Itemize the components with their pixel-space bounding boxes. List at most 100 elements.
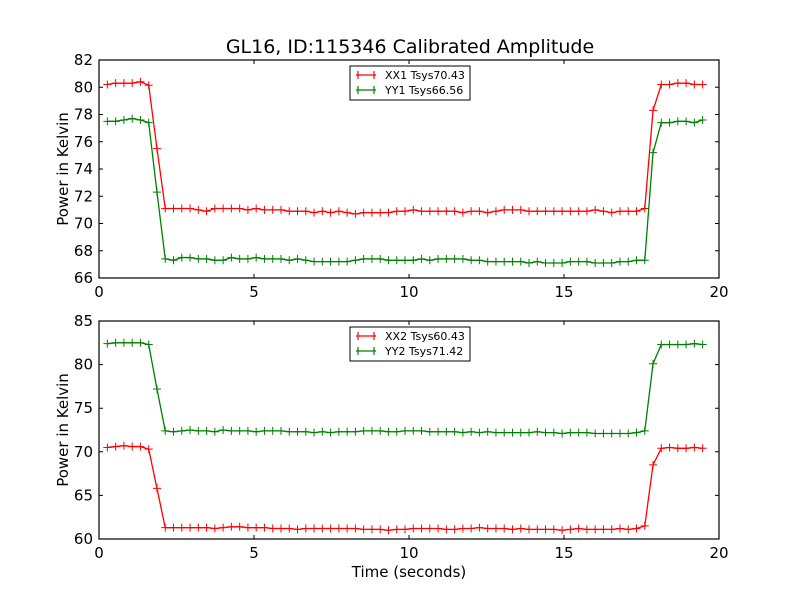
data-point-marker: [384, 427, 393, 436]
data-point-marker: [243, 523, 252, 532]
data-point-marker: [301, 427, 310, 436]
data-point-marker: [682, 340, 691, 349]
data-point-marker: [161, 254, 170, 263]
data-point-marker: [210, 204, 219, 213]
data-point-marker: [219, 204, 228, 213]
data-point-marker: [202, 523, 211, 532]
data-point-marker: [442, 525, 451, 534]
data-point-marker: [243, 254, 252, 263]
data-point-marker: [434, 254, 443, 263]
data-point-marker: [458, 524, 467, 533]
data-point-marker: [194, 205, 203, 214]
data-point-marker: [541, 207, 550, 216]
data-point-marker: [103, 443, 112, 452]
data-point-marker: [144, 118, 153, 127]
data-point-marker: [450, 525, 459, 534]
data-point-marker: [525, 207, 534, 216]
data-point-marker: [458, 254, 467, 263]
data-point-marker: [500, 428, 509, 437]
data-point-marker: [541, 525, 550, 534]
legend-swatch: [356, 71, 376, 79]
x-tick-label: 5: [249, 544, 259, 562]
data-point-marker: [276, 205, 285, 214]
data-point-marker: [235, 426, 244, 435]
data-point-marker: [285, 427, 294, 436]
data-point-marker: [673, 340, 682, 349]
data-point-marker: [467, 207, 476, 216]
data-point-marker: [119, 79, 128, 88]
data-point-marker: [343, 524, 352, 533]
data-point-marker: [285, 207, 294, 216]
data-point-marker: [343, 257, 352, 266]
data-point-marker: [574, 207, 583, 216]
data-point-marker: [690, 118, 699, 127]
data-point-marker: [682, 117, 691, 126]
data-point-marker: [657, 444, 666, 453]
data-point-marker: [235, 522, 244, 531]
x-tick-label: 10: [399, 283, 418, 301]
data-point-marker: [285, 524, 294, 533]
data-point-marker: [417, 426, 426, 435]
x-axis-label: Time (seconds): [351, 563, 467, 581]
data-point-marker: [483, 257, 492, 266]
legend-label: XX1 Tsys70.43: [385, 69, 465, 82]
y-tick-label: 82: [74, 51, 93, 69]
data-point-marker: [359, 254, 368, 263]
data-point-marker: [136, 338, 145, 347]
data-point-marker: [111, 117, 120, 126]
data-point-marker: [698, 444, 707, 453]
data-point-marker: [582, 257, 591, 266]
data-point-marker: [111, 442, 120, 451]
data-point-marker: [582, 207, 591, 216]
data-point-marker: [260, 523, 269, 532]
data-point-marker: [210, 256, 219, 265]
data-point-marker: [384, 256, 393, 265]
data-point-marker: [491, 257, 500, 266]
data-point-marker: [376, 254, 385, 263]
data-point-marker: [351, 427, 360, 436]
data-point-marker: [467, 427, 476, 436]
data-point-marker: [624, 525, 633, 534]
data-point-marker: [103, 339, 112, 348]
legend-label: XX2 Tsys60.43: [385, 330, 465, 343]
data-point-marker: [582, 525, 591, 534]
data-point-marker: [227, 522, 236, 531]
data-point-marker: [119, 338, 128, 347]
data-point-marker: [525, 428, 534, 437]
data-point-marker: [210, 524, 219, 533]
data-point-marker: [665, 118, 674, 127]
data-point-marker: [219, 426, 228, 434]
x-tick-label: 5: [249, 283, 259, 301]
data-point-marker: [657, 80, 666, 89]
data-point-marker: [533, 525, 542, 534]
data-point-marker: [384, 526, 393, 535]
data-point-marker: [624, 257, 633, 266]
bottom-panel: 0 5 10 15 20 60 65 70 75 80 85 Power in Kelvin Time …: [54, 312, 729, 581]
data-point-marker: [169, 204, 178, 213]
data-point-marker: [169, 256, 178, 265]
data-point-marker: [318, 207, 327, 216]
data-point-marker: [657, 340, 666, 349]
data-point-marker: [227, 253, 236, 262]
data-point-marker: [566, 525, 575, 534]
data-point-marker: [268, 205, 277, 214]
data-point-marker: [334, 257, 343, 266]
data-point-marker: [690, 339, 699, 348]
data-point-marker: [558, 429, 567, 438]
data-point-marker: [252, 204, 261, 213]
data-point-marker: [450, 207, 459, 216]
data-point-marker: [326, 524, 335, 533]
data-point-marker: [285, 256, 294, 265]
data-point-marker: [566, 257, 575, 266]
data-point-marker: [202, 426, 211, 435]
data-point-marker: [276, 426, 285, 435]
data-point-marker: [607, 259, 616, 268]
data-point-marker: [210, 427, 219, 436]
data-point-marker: [467, 524, 476, 533]
data-point-marker: [119, 115, 128, 124]
legend-label: YY1 Tsys66.56: [384, 84, 463, 97]
x-tick-label: 15: [554, 283, 573, 301]
data-point-marker: [161, 426, 170, 435]
data-point-marker: [425, 524, 434, 533]
